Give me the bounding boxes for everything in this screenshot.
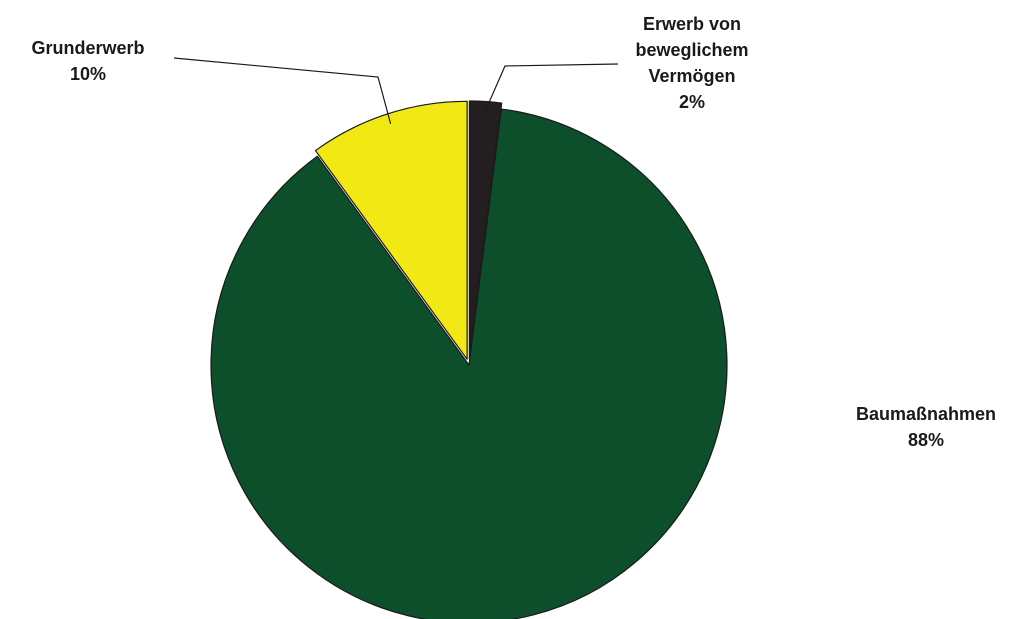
slice-percent-label: 10% [70, 64, 106, 84]
leader-line [173, 57, 392, 124]
pie-slice-baumassnahmen [210, 108, 728, 619]
leader-line [484, 63, 619, 113]
slice-name-label: beweglichem [635, 40, 748, 60]
leader-lines [173, 57, 619, 124]
pie-slices [210, 100, 728, 619]
slice-name-label: Baumaßnahmen [856, 404, 996, 424]
slice-percent-label: 88% [908, 430, 944, 450]
slice-percent-label: 2% [679, 92, 705, 112]
slice-name-label: Erwerb von [643, 14, 741, 34]
slice-label: Baumaßnahmen 88% [856, 404, 996, 450]
slice-name-label: Grunderwerb [31, 38, 144, 58]
slice-label: Erwerb von beweglichem Vermögen 2% [635, 14, 748, 112]
slice-labels: Erwerb von beweglichem Vermögen 2% Baumaßnah… [31, 14, 996, 450]
slice-name-label: Vermögen [648, 66, 735, 86]
slice-label: Grunderwerb 10% [31, 38, 144, 84]
